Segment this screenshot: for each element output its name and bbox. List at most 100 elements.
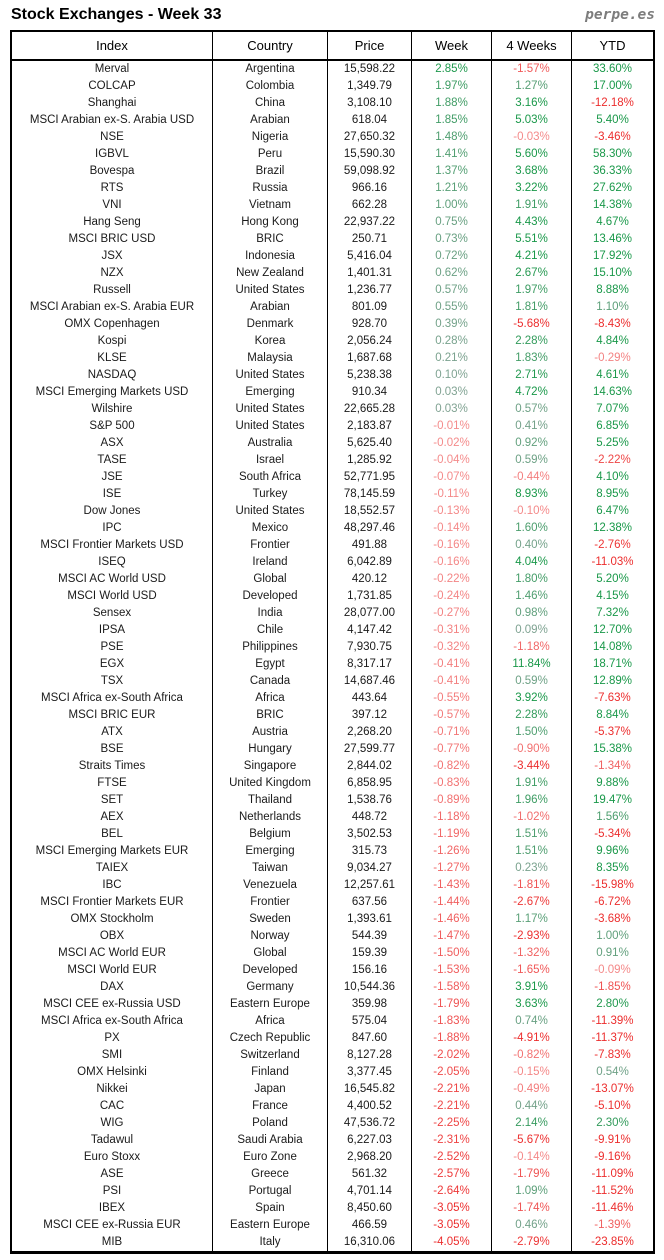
table-row: NZX New Zealand 1,401.31 0.62% 2.67% 15.10% bbox=[12, 265, 653, 282]
cell-price: 1,731.85 bbox=[327, 588, 411, 605]
table-body: Merval Argentina 15,598.22 2.85% -1.57% 33.60… bbox=[12, 61, 653, 1251]
cell-index: FTSE bbox=[97, 776, 127, 789]
cell-index: IGBVL bbox=[95, 147, 129, 160]
cell-week: -0.71% bbox=[411, 724, 491, 741]
cell-price: 2,268.20 bbox=[327, 724, 411, 741]
table-row: Dow Jones United States 18,552.57 -0.13% -0.… bbox=[12, 503, 653, 520]
cell-country: Portugal bbox=[212, 1183, 327, 1200]
cell-price: 4,701.14 bbox=[327, 1183, 411, 1200]
cell-price: 2,183.87 bbox=[327, 418, 411, 435]
cell-country: Frontier bbox=[212, 537, 327, 554]
table-row: EGX Egypt 8,317.17 -0.41% 11.84% 18.71% bbox=[12, 656, 653, 673]
cell-price: 18,552.57 bbox=[327, 503, 411, 520]
cell-week: -1.88% bbox=[411, 1030, 491, 1047]
cell-4-weeks: 1.51% bbox=[491, 826, 571, 843]
cell-4-weeks: 1.51% bbox=[491, 843, 571, 860]
cell-country: Germany bbox=[212, 979, 327, 996]
cell-ytd: 2.30% bbox=[571, 1115, 653, 1132]
cell-4-weeks: 1.50% bbox=[491, 724, 571, 741]
cell-price: 2,844.02 bbox=[327, 758, 411, 775]
table-row: AEX Netherlands 448.72 -1.18% -1.02% 1.56% bbox=[12, 809, 653, 826]
cell-price: 544.39 bbox=[327, 928, 411, 945]
cell-index: Merval bbox=[94, 62, 130, 75]
table-row: NSE Nigeria 27,650.32 1.48% -0.03% -3.46% bbox=[12, 129, 653, 146]
cell-index: MIB bbox=[101, 1235, 123, 1248]
cell-week: -0.22% bbox=[411, 571, 491, 588]
cell-week: -1.53% bbox=[411, 962, 491, 979]
cell-ytd: 1.56% bbox=[571, 809, 653, 826]
cell-week: -0.31% bbox=[411, 622, 491, 639]
cell-week: -0.82% bbox=[411, 758, 491, 775]
table-row: Kospi Korea 2,056.24 0.28% 2.28% 4.84% bbox=[12, 333, 653, 350]
cell-country: Israel bbox=[212, 452, 327, 469]
cell-4-weeks: 1.46% bbox=[491, 588, 571, 605]
cell-index: Bovespa bbox=[89, 164, 135, 177]
cell-country: Africa bbox=[212, 1013, 327, 1030]
cell-price: 443.64 bbox=[327, 690, 411, 707]
cell-country: Korea bbox=[212, 333, 327, 350]
cell-week: -1.19% bbox=[411, 826, 491, 843]
cell-ytd: -3.46% bbox=[571, 129, 653, 146]
cell-country: Sweden bbox=[212, 911, 327, 928]
cell-4-weeks: 8.93% bbox=[491, 486, 571, 503]
table-row: MSCI World EUR Developed 156.16 -1.53% -1.65… bbox=[12, 962, 653, 979]
cell-week: 1.88% bbox=[411, 95, 491, 112]
table-row: KLSE Malaysia 1,687.68 0.21% 1.83% -0.29% bbox=[12, 350, 653, 367]
cell-price: 14,687.46 bbox=[327, 673, 411, 690]
cell-price: 801.09 bbox=[327, 299, 411, 316]
cell-week: -4.05% bbox=[411, 1234, 491, 1251]
cell-ytd: -11.46% bbox=[571, 1200, 653, 1217]
cell-country: Colombia bbox=[212, 78, 327, 95]
cell-ytd: 15.38% bbox=[571, 741, 653, 758]
cell-week: -1.83% bbox=[411, 1013, 491, 1030]
cell-4-weeks: 1.17% bbox=[491, 911, 571, 928]
page-title: Stock Exchanges - Week 33 bbox=[11, 6, 222, 23]
cell-week: -1.26% bbox=[411, 843, 491, 860]
cell-price: 159.39 bbox=[327, 945, 411, 962]
cell-ytd: -8.43% bbox=[571, 316, 653, 333]
cell-country: Canada bbox=[212, 673, 327, 690]
table-row: ATX Austria 2,268.20 -0.71% 1.50% -5.37% bbox=[12, 724, 653, 741]
cell-ytd: 0.54% bbox=[571, 1064, 653, 1081]
cell-ytd: 9.88% bbox=[571, 775, 653, 792]
cell-week: 0.21% bbox=[411, 350, 491, 367]
cell-ytd: -11.09% bbox=[571, 1166, 653, 1183]
cell-4-weeks: -4.91% bbox=[491, 1030, 571, 1047]
cell-week: -3.05% bbox=[411, 1200, 491, 1217]
cell-week: -0.11% bbox=[411, 486, 491, 503]
cell-4-weeks: 0.57% bbox=[491, 401, 571, 418]
cell-price: 2,056.24 bbox=[327, 333, 411, 350]
table-row: OMX Helsinki Finland 3,377.45 -2.05% -0.15% 0… bbox=[12, 1064, 653, 1081]
cell-4-weeks: 4.72% bbox=[491, 384, 571, 401]
column-header-ytd: YTD bbox=[571, 32, 653, 59]
cell-ytd: -7.63% bbox=[571, 690, 653, 707]
cell-4-weeks: 0.41% bbox=[491, 418, 571, 435]
table-row: TSX Canada 14,687.46 -0.41% 0.59% 12.89% bbox=[12, 673, 653, 690]
cell-4-weeks: -2.67% bbox=[491, 894, 571, 911]
table-row: WIG Poland 47,536.72 -2.25% 2.14% 2.30% bbox=[12, 1115, 653, 1132]
cell-country: United States bbox=[212, 367, 327, 384]
cell-country: Russia bbox=[212, 180, 327, 197]
table-row: ASE Greece 561.32 -2.57% -1.79% -11.09% bbox=[12, 1166, 653, 1183]
cell-index: RTS bbox=[100, 181, 124, 194]
cell-price: 22,937.22 bbox=[327, 214, 411, 231]
cell-price: 1,285.92 bbox=[327, 452, 411, 469]
cell-ytd: -0.29% bbox=[571, 350, 653, 367]
cell-week: -0.89% bbox=[411, 792, 491, 809]
cell-ytd: -1.85% bbox=[571, 979, 653, 996]
cell-4-weeks: 2.28% bbox=[491, 707, 571, 724]
cell-4-weeks: -2.93% bbox=[491, 928, 571, 945]
cell-4-weeks: 4.21% bbox=[491, 248, 571, 265]
cell-ytd: -11.52% bbox=[571, 1183, 653, 1200]
cell-ytd: 0.91% bbox=[571, 945, 653, 962]
cell-index: MSCI Africa ex-South Africa bbox=[41, 691, 183, 704]
table-row: OMX Stockholm Sweden 1,393.61 -1.46% 1.17% -3… bbox=[12, 911, 653, 928]
table-row: Bovespa Brazil 59,098.92 1.37% 3.68% 36.33% bbox=[12, 163, 653, 180]
cell-4-weeks: 0.46% bbox=[491, 1217, 571, 1234]
cell-week: 0.03% bbox=[411, 384, 491, 401]
cell-4-weeks: 0.92% bbox=[491, 435, 571, 452]
cell-country: Vietnam bbox=[212, 197, 327, 214]
table-row: S&P 500 United States 2,183.87 -0.01% 0.41% 6… bbox=[12, 418, 653, 435]
column-header-week: Week bbox=[411, 32, 491, 59]
table-row: MSCI CEE ex-Russia USD Eastern Europe 359.… bbox=[12, 996, 653, 1013]
